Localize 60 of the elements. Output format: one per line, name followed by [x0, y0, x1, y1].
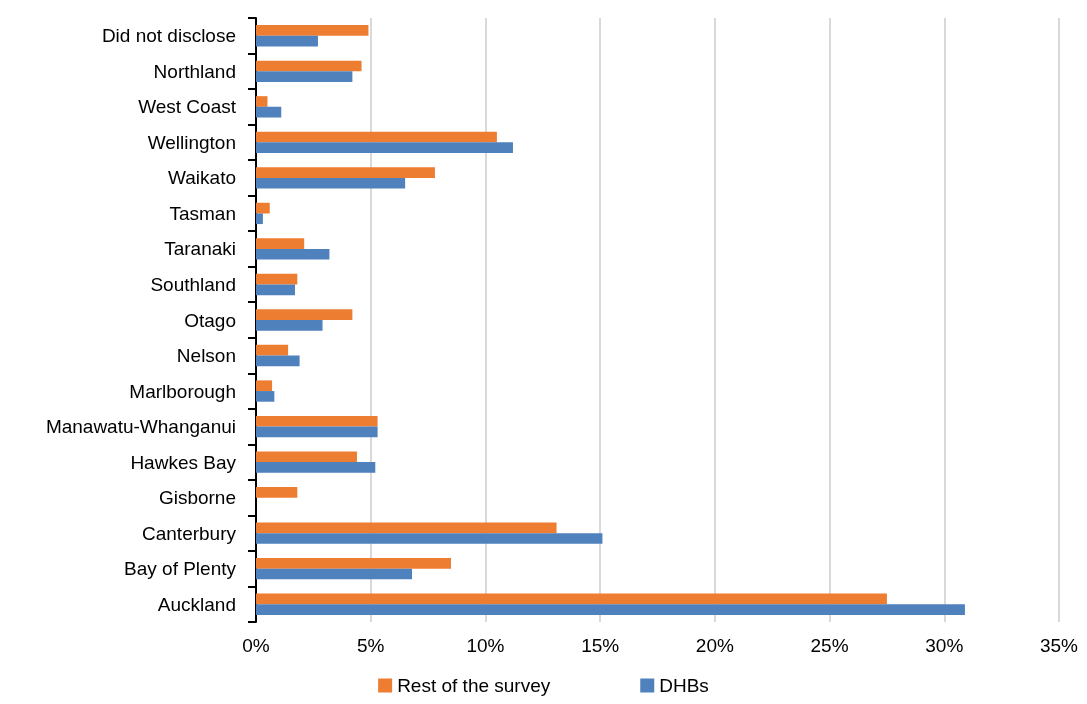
- bar: [256, 284, 295, 296]
- bar: [256, 426, 378, 438]
- bar: [256, 142, 513, 154]
- bar: [256, 131, 497, 143]
- y-tick-label: Did not disclose: [101, 25, 236, 47]
- bar: [256, 522, 557, 534]
- bar: [256, 415, 378, 427]
- bar: [256, 25, 369, 36]
- legend-label: Rest of the survey: [397, 675, 551, 696]
- y-tick-label: Tasman: [169, 202, 236, 224]
- bar: [256, 451, 357, 463]
- bar: [256, 486, 298, 498]
- bar: [256, 238, 305, 249]
- bar: [256, 391, 275, 402]
- y-tick-label: Hawkes Bay: [130, 451, 237, 473]
- x-tick-label: 10%: [466, 635, 505, 656]
- y-tick-label: Manawatu-Whanganui: [45, 416, 236, 438]
- x-tick-label: 20%: [695, 635, 734, 656]
- x-tick-label: 25%: [810, 635, 849, 656]
- x-tick-label: 30%: [925, 635, 964, 656]
- bar: [256, 248, 330, 260]
- bar: [256, 533, 603, 544]
- y-tick-label: Gisborne: [158, 487, 236, 509]
- x-tick-label: 35%: [1039, 635, 1079, 656]
- bar: [256, 344, 289, 356]
- x-tick-label: 0%: [242, 635, 270, 656]
- bar: [256, 202, 270, 214]
- bar: [256, 177, 406, 189]
- bar: [256, 309, 353, 320]
- bar: [256, 593, 887, 605]
- bar: [256, 604, 965, 615]
- y-tick-label: Northland: [153, 60, 236, 82]
- legend-label: DHBs: [659, 675, 709, 696]
- y-tick-label: Canterbury: [142, 522, 237, 544]
- y-tick-label: West Coast: [138, 96, 237, 118]
- y-tick-label: Waikato: [168, 167, 236, 189]
- bar: [256, 167, 435, 178]
- y-tick-label: Taranaki: [164, 238, 236, 260]
- bar: [256, 380, 273, 392]
- bar: [256, 558, 452, 569]
- y-tick-label: Bay of Plenty: [124, 558, 237, 580]
- bar: [256, 320, 323, 331]
- y-tick-label: Nelson: [176, 345, 236, 367]
- bar: [256, 273, 298, 285]
- bar: [256, 71, 353, 82]
- x-tick-label: 5%: [356, 635, 385, 656]
- x-tick-label: 15%: [581, 635, 620, 656]
- bar: [256, 213, 263, 225]
- bar: [256, 106, 282, 118]
- y-tick-label: Auckland: [157, 593, 236, 615]
- y-tick-label: Otago: [184, 309, 236, 331]
- bar: [256, 462, 376, 473]
- bar: [256, 35, 318, 47]
- y-tick-label: Southland: [150, 273, 236, 295]
- y-tick-label: Wellington: [147, 131, 236, 153]
- bar: [256, 60, 362, 72]
- bar: [256, 355, 300, 367]
- bar: [256, 96, 268, 107]
- bar: [256, 568, 413, 580]
- y-tick-label: Marlborough: [129, 380, 236, 402]
